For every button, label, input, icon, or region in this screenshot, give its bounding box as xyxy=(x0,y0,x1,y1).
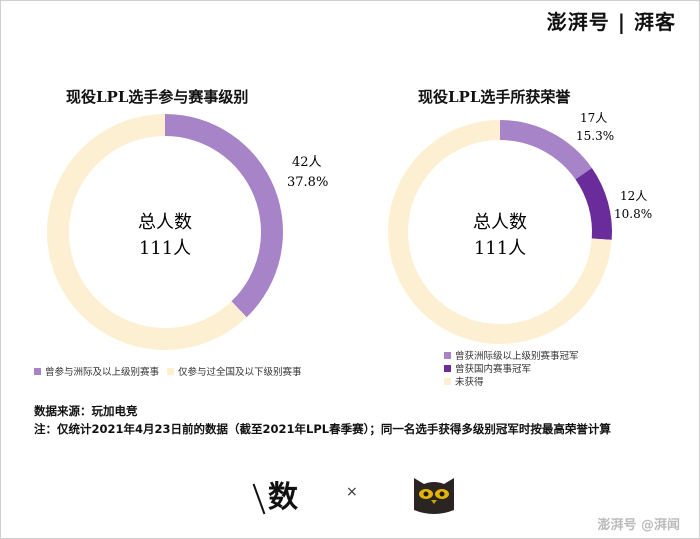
chart2-legend-item-2: 未获得 xyxy=(444,374,484,388)
chart1-data-label-count: 42人 xyxy=(292,155,322,170)
notes: 数据来源：玩加电竞 注：仅统计2021年4月23日前的数据（截至2021年LPL… xyxy=(34,402,611,438)
brand-logo: 澎湃号 | 湃客 xyxy=(546,10,676,34)
shu-logo-text: 数 xyxy=(268,480,298,515)
chart2-data-label-count-1: 12人 xyxy=(620,189,647,203)
chart2-center-label: 总人数 xyxy=(473,212,527,233)
chart2-legend-swatch-2 xyxy=(444,377,451,385)
chart2-legend-item-1: 曾获国内赛事冠军 xyxy=(444,361,531,375)
chart2-legend-label-2: 未获得 xyxy=(455,377,484,388)
chart1-legend-swatch-1 xyxy=(167,367,175,375)
footnote: 注：仅统计2021年4月23日前的数据（截至2021年LPL春季赛）；同一名选手… xyxy=(34,422,611,436)
chart2-data-label-percent-1: 10.8% xyxy=(614,207,652,221)
chart2-data-label-percent-0: 15.3% xyxy=(576,129,614,143)
chart1-center-label: 总人数 xyxy=(138,212,192,233)
chart2-legend-swatch-0 xyxy=(444,351,451,359)
chart1-legend-label-0: 曾参与洲际及以上级别赛事 xyxy=(45,367,160,378)
chart1-data-label-percent: 37.8% xyxy=(287,175,328,190)
chart1-title: 现役LPL选手参与赛事级别 xyxy=(66,88,249,106)
shu-logo: 数 xyxy=(252,472,298,516)
chart2-donut: 总人数 111人 17人 15.3% 12人 10.8% xyxy=(388,111,652,344)
chart2-legend-label-0: 曾获洲际级以上级别赛事冠军 xyxy=(455,351,579,362)
footer-brand: 澎湃号 @湃闻 xyxy=(597,518,680,533)
shu-logo-slash-icon xyxy=(252,483,266,515)
chart2-legend-item-0: 曾获洲际级以上级别赛事冠军 xyxy=(444,348,579,362)
chart1-donut: 总人数 111人 42人 37.8% xyxy=(47,114,328,350)
chart1-legend: 曾参与洲际及以上级别赛事 仅参与过全国及以下级别赛事 xyxy=(34,364,302,378)
owl-logo-icon xyxy=(414,478,454,514)
chart1-slice-0 xyxy=(165,114,284,318)
chart2-center-value: 111人 xyxy=(474,238,526,259)
chart1-slice-1 xyxy=(47,114,247,350)
chart2-slice-1 xyxy=(575,167,612,240)
chart2-slice-0 xyxy=(500,120,592,180)
chart2-data-label-count-0: 17人 xyxy=(580,111,607,125)
chart1-legend-label-1: 仅参与过全国及以下级别赛事 xyxy=(178,367,302,378)
chart2-legend-swatch-1 xyxy=(444,364,451,372)
chart2-title: 现役LPL选手所获荣誉 xyxy=(418,88,571,106)
chart1-center-value: 111人 xyxy=(139,238,191,259)
chart1-legend-swatch-0 xyxy=(34,367,41,375)
logo-separator: × xyxy=(346,484,358,500)
logos: 数 × xyxy=(0,470,700,520)
data-source-note: 数据来源：玩加电竞 xyxy=(34,404,138,418)
chart2-legend-label-1: 曾获国内赛事冠军 xyxy=(455,364,532,375)
